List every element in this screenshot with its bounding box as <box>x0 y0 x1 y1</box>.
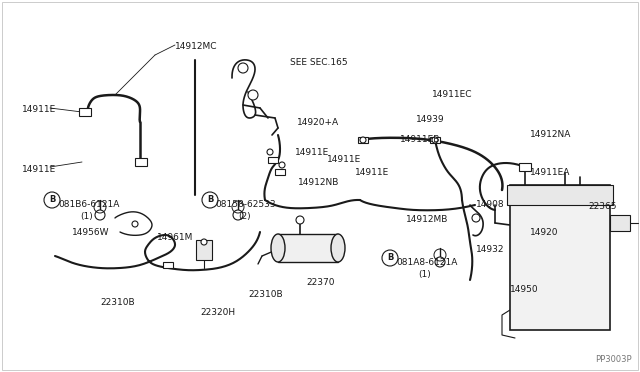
Text: 14956W: 14956W <box>72 228 109 237</box>
Text: SEE SEC.165: SEE SEC.165 <box>290 58 348 67</box>
Circle shape <box>296 216 304 224</box>
Text: 14911EC: 14911EC <box>432 90 472 99</box>
Text: 14911E: 14911E <box>295 148 329 157</box>
Circle shape <box>44 192 60 208</box>
Text: 14911E: 14911E <box>327 155 361 164</box>
Text: (2): (2) <box>238 212 251 221</box>
Text: 14911E: 14911E <box>355 168 389 177</box>
Text: 08158-62533: 08158-62533 <box>215 200 276 209</box>
Text: 22370: 22370 <box>306 278 335 287</box>
Ellipse shape <box>271 234 285 262</box>
Circle shape <box>132 221 138 227</box>
Text: 14950: 14950 <box>510 285 539 294</box>
Bar <box>135 158 147 166</box>
Bar <box>519 163 531 171</box>
Circle shape <box>95 210 105 220</box>
Bar <box>278 234 338 262</box>
Text: 14939: 14939 <box>416 115 445 124</box>
Circle shape <box>233 210 243 220</box>
Bar <box>430 137 440 143</box>
Ellipse shape <box>331 234 345 262</box>
Text: 14912NA: 14912NA <box>530 130 572 139</box>
Bar <box>163 262 173 268</box>
Circle shape <box>279 162 285 168</box>
Text: B: B <box>207 196 213 205</box>
Bar <box>268 157 278 163</box>
Bar <box>275 169 285 175</box>
Text: 14911EA: 14911EA <box>530 168 570 177</box>
Text: B: B <box>387 253 393 263</box>
Text: (1): (1) <box>418 270 431 279</box>
Circle shape <box>382 250 398 266</box>
Circle shape <box>238 63 248 73</box>
Text: PP3003P: PP3003P <box>595 355 632 364</box>
Text: 22320H: 22320H <box>200 308 235 317</box>
Bar <box>358 137 368 143</box>
Bar <box>510 185 610 330</box>
Text: 14911EB: 14911EB <box>400 135 440 144</box>
Text: 22310B: 22310B <box>248 290 283 299</box>
Bar <box>196 240 212 260</box>
Text: B: B <box>49 196 55 205</box>
Circle shape <box>201 239 207 245</box>
Text: 14912MB: 14912MB <box>406 215 449 224</box>
Circle shape <box>267 149 273 155</box>
Text: 14961M: 14961M <box>157 233 193 242</box>
Circle shape <box>472 214 480 222</box>
Text: 14911E: 14911E <box>22 105 56 114</box>
Text: 14920: 14920 <box>530 228 559 237</box>
Bar <box>507 185 613 205</box>
Text: 081B6-6121A: 081B6-6121A <box>58 200 120 209</box>
Bar <box>79 108 91 116</box>
Circle shape <box>432 137 438 143</box>
Text: (1): (1) <box>80 212 93 221</box>
Text: 14912MC: 14912MC <box>175 42 218 51</box>
Circle shape <box>202 192 218 208</box>
Text: 081A8-6121A: 081A8-6121A <box>396 258 458 267</box>
Text: 14932: 14932 <box>476 245 504 254</box>
Text: 14920+A: 14920+A <box>297 118 339 127</box>
Circle shape <box>248 90 258 100</box>
Text: 14912NB: 14912NB <box>298 178 339 187</box>
Text: 22365: 22365 <box>588 202 616 211</box>
Text: 22310B: 22310B <box>100 298 134 307</box>
Text: 14911E: 14911E <box>22 165 56 174</box>
Circle shape <box>360 137 366 143</box>
Circle shape <box>435 257 445 267</box>
Text: 14908: 14908 <box>476 200 504 209</box>
Bar <box>610 215 630 231</box>
